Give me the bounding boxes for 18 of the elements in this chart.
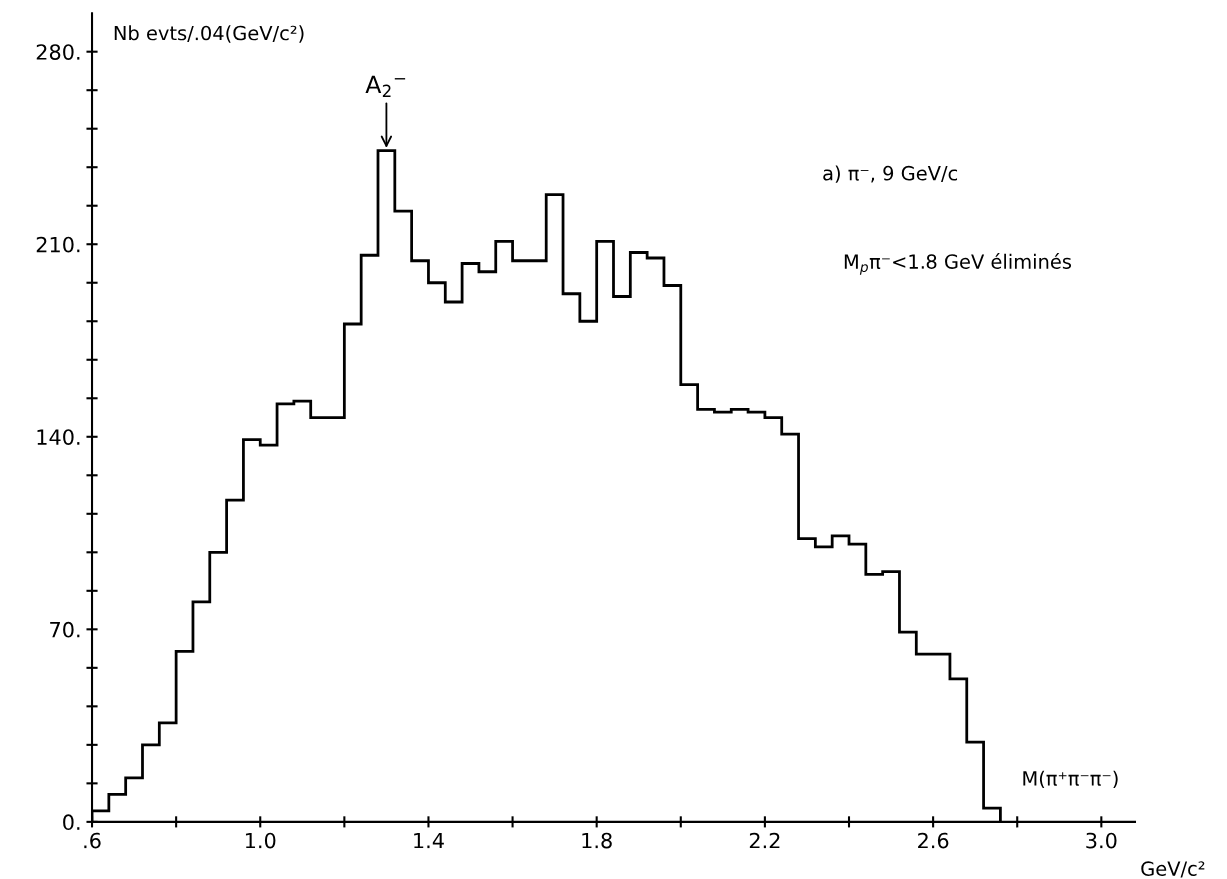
annotation: A$_{2}$$^{−}$ <box>365 75 406 97</box>
x-tick-label: 1.4 <box>414 832 444 849</box>
x-tick-label: 3.0 <box>1086 832 1117 849</box>
y-axis-title: Nb evts/.04(GeV/c²) <box>114 25 304 43</box>
x-tick-label: 2.2 <box>749 832 780 849</box>
y-tick-label: 70. <box>50 621 80 638</box>
annotation: M$_{p}$π⁻<1.8 GeV éliminés <box>844 253 1072 275</box>
y-tick-label: 210. <box>36 236 80 253</box>
x-tick-label: 2.6 <box>918 832 949 849</box>
text: GeV/c² <box>1141 861 1205 878</box>
annotation: a) π⁻, 9 GeV/c <box>823 165 958 183</box>
y-tick-label: 0. <box>63 814 80 831</box>
x-tick-label: .6 <box>84 832 101 849</box>
y-tick-label: 280. <box>36 44 80 60</box>
x-tick-label: 1.8 <box>582 832 612 849</box>
y-tick-label: 140. <box>37 429 80 445</box>
x-tick-label: 1.0 <box>245 832 276 849</box>
x-axis-title: M(π⁺π⁻π⁻) <box>1023 770 1118 789</box>
